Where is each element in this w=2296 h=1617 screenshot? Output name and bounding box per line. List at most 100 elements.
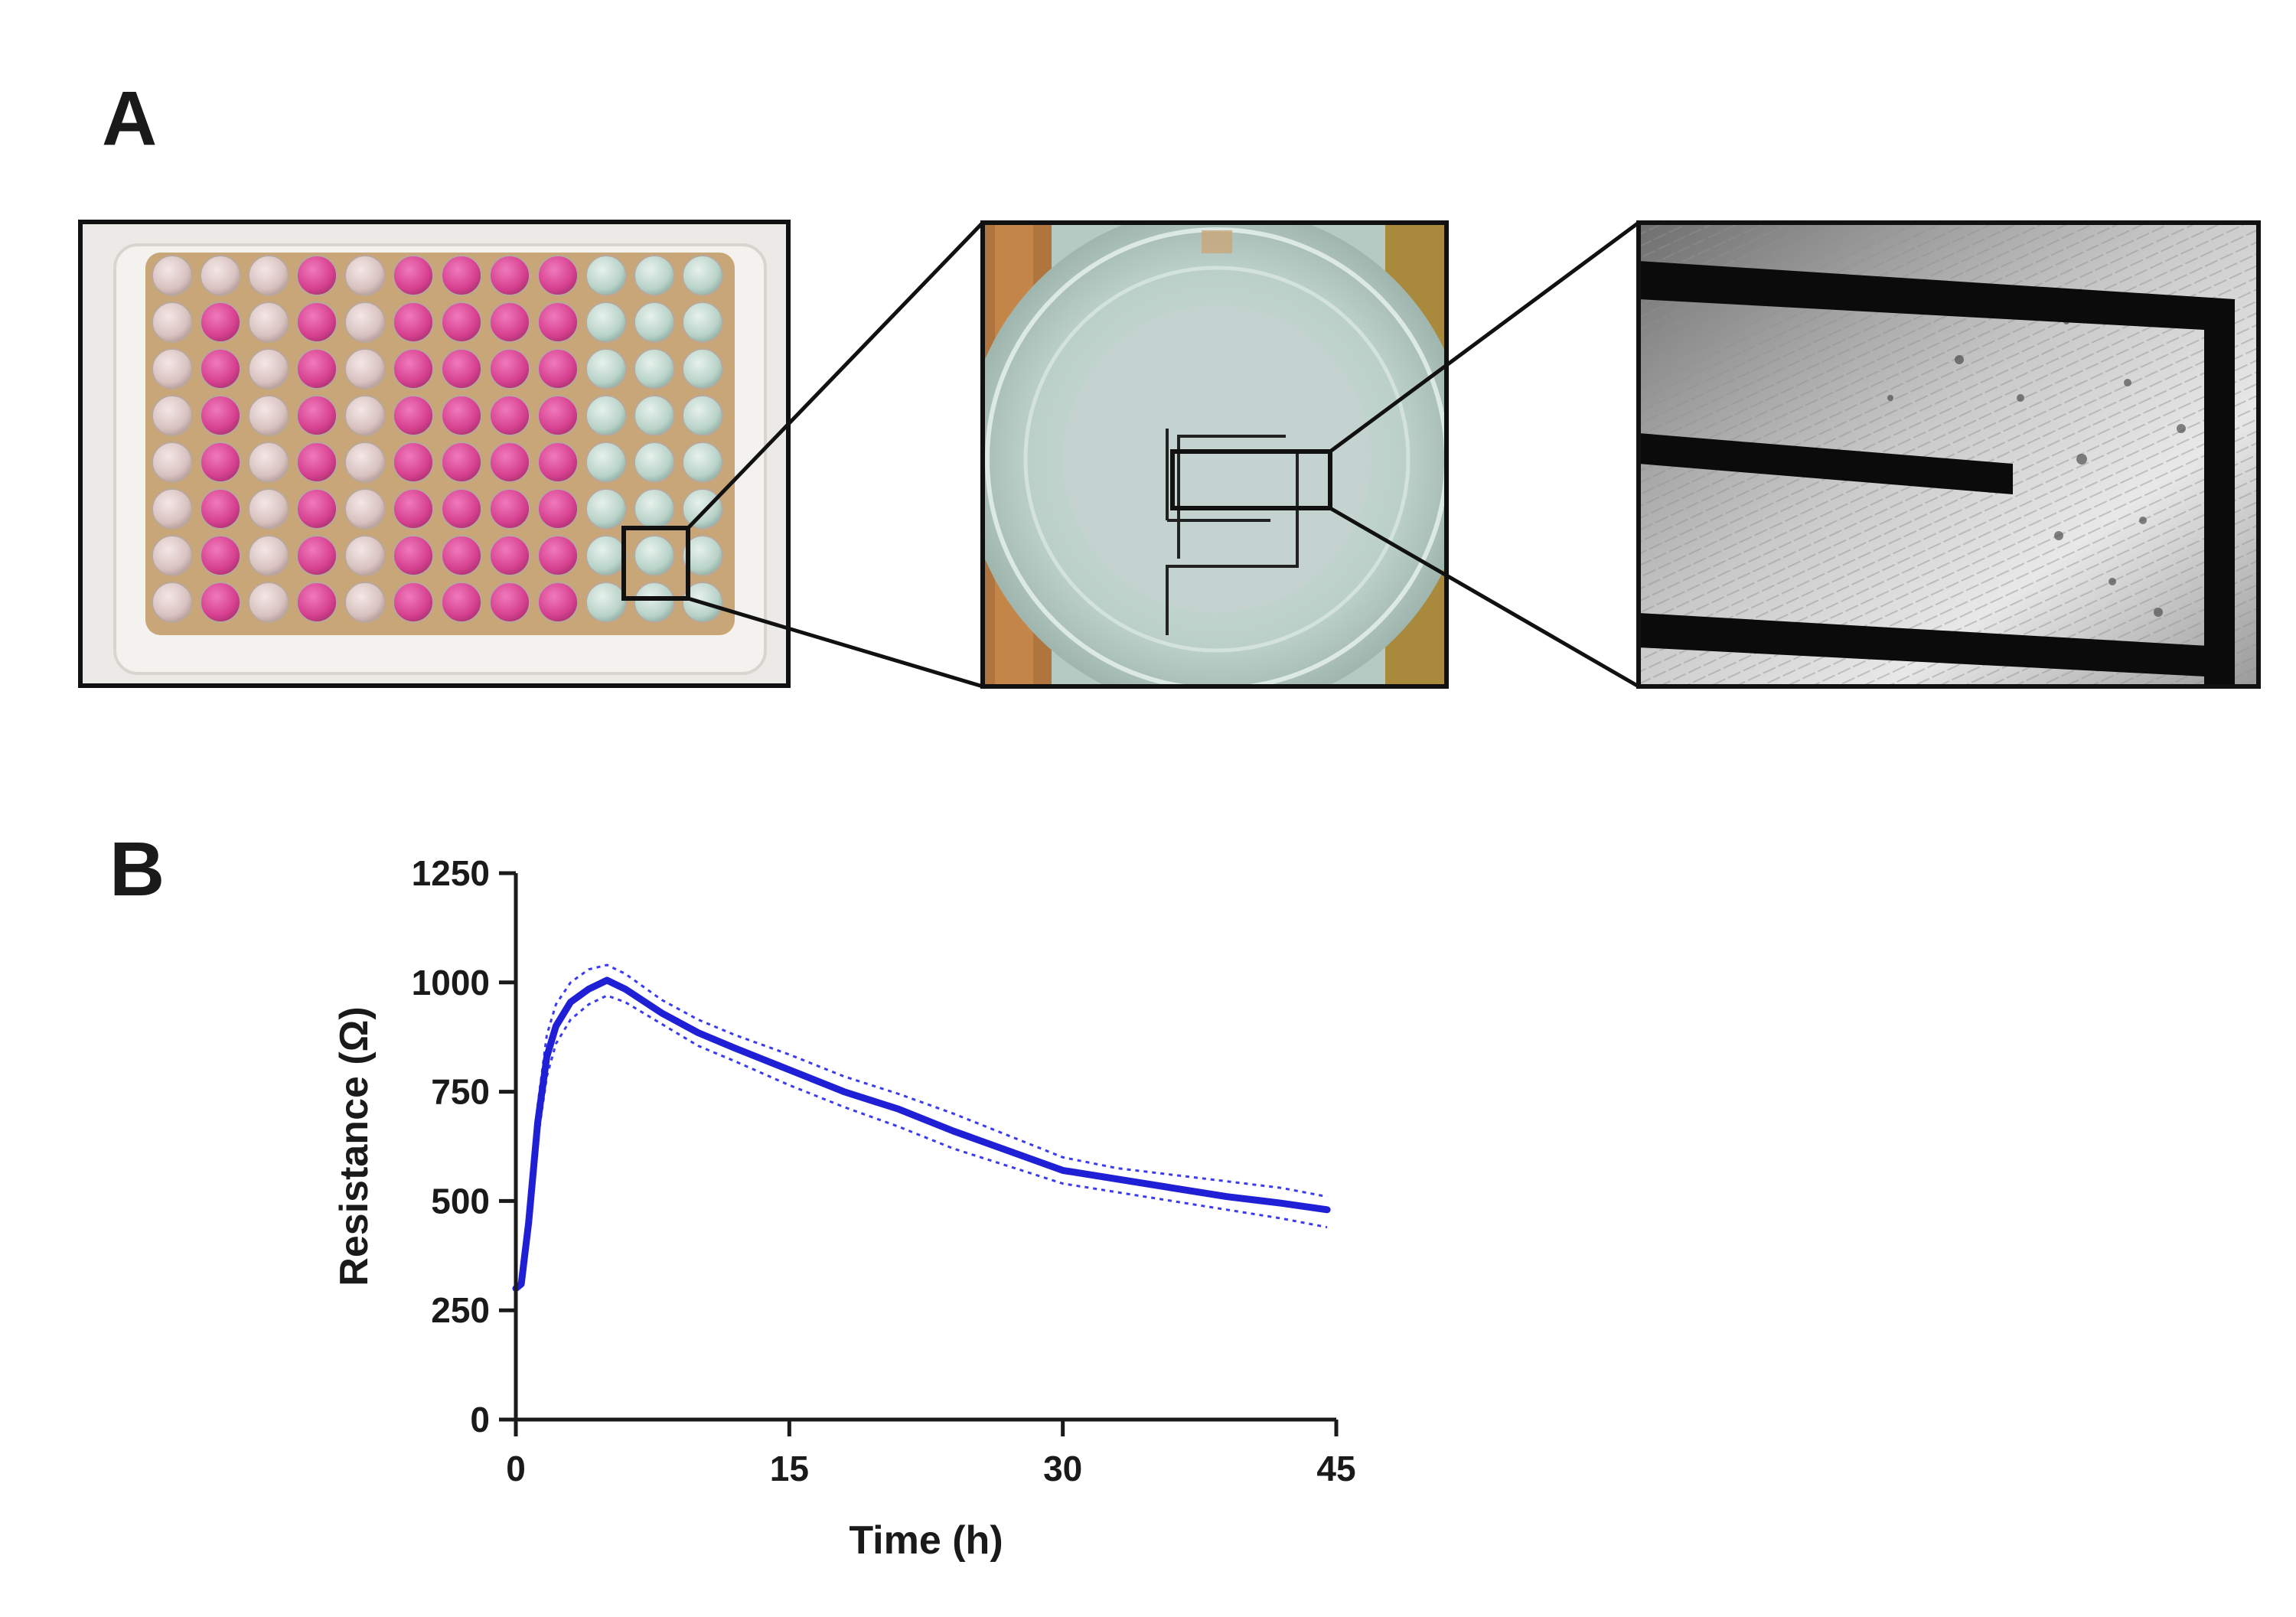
resistance-chart: 0 250 500 750 1000 1250 0 15 30 45 Time (h) Resi… [332, 853, 1356, 1563]
well [248, 302, 289, 343]
plate-zoom-box [621, 526, 690, 601]
plate-photo-frame [78, 220, 791, 688]
well [585, 348, 627, 390]
well [682, 348, 723, 390]
well [296, 535, 338, 576]
micrograph-frame [1636, 220, 2261, 689]
well [489, 488, 530, 530]
well [152, 535, 193, 576]
well [585, 582, 627, 623]
zoom-line-top-1 [687, 221, 984, 530]
well [248, 488, 289, 530]
well [200, 255, 241, 296]
well [296, 302, 338, 343]
well [200, 302, 241, 343]
well [393, 255, 434, 296]
micrograph [1639, 223, 2258, 686]
well [152, 395, 193, 436]
well [537, 442, 579, 483]
well [152, 442, 193, 483]
lower-bound-line [516, 994, 1328, 1290]
well [344, 302, 386, 343]
well [634, 442, 675, 483]
well [393, 395, 434, 436]
well [248, 535, 289, 576]
well [585, 255, 627, 296]
well [296, 348, 338, 390]
well [441, 442, 482, 483]
well [489, 255, 530, 296]
well [393, 582, 434, 623]
well [344, 395, 386, 436]
x-tick-label: 15 [770, 1449, 809, 1488]
well [248, 582, 289, 623]
well [441, 535, 482, 576]
well [634, 582, 675, 623]
well [344, 488, 386, 530]
well [634, 488, 675, 530]
well [537, 302, 579, 343]
well [585, 395, 627, 436]
well [585, 302, 627, 343]
y-tick-label: 1000 [412, 963, 490, 1002]
y-axis-ticks: 0 250 500 750 1000 1250 [412, 853, 516, 1439]
y-tick-label: 250 [431, 1290, 490, 1330]
y-tick-label: 1250 [412, 853, 490, 893]
plate-photo [80, 222, 788, 686]
y-axis-title: Resistance (Ω) [332, 1006, 377, 1286]
well [200, 348, 241, 390]
well [634, 302, 675, 343]
well [585, 442, 627, 483]
well [393, 442, 434, 483]
well-photo [983, 223, 1446, 686]
well [393, 348, 434, 390]
well [441, 302, 482, 343]
well [682, 488, 723, 530]
well [537, 535, 579, 576]
well [344, 255, 386, 296]
well [152, 348, 193, 390]
well-zoom-box [1170, 449, 1332, 510]
well [634, 395, 675, 436]
well [393, 302, 434, 343]
well [441, 255, 482, 296]
well [537, 255, 579, 296]
y-tick-label: 750 [431, 1072, 490, 1112]
well [344, 535, 386, 576]
well-grid [152, 255, 723, 623]
well [489, 395, 530, 436]
x-tick-label: 0 [506, 1449, 526, 1488]
x-tick-label: 30 [1043, 1449, 1082, 1488]
well [537, 582, 579, 623]
well [634, 348, 675, 390]
well-photo-frame [980, 220, 1449, 689]
well [344, 582, 386, 623]
well [441, 488, 482, 530]
well [489, 582, 530, 623]
well [296, 395, 338, 436]
well [682, 255, 723, 296]
well [248, 255, 289, 296]
mean-line [512, 976, 1331, 1293]
well [393, 535, 434, 576]
well [441, 395, 482, 436]
well [441, 582, 482, 623]
well [248, 395, 289, 436]
well [634, 535, 675, 576]
x-axis-ticks: 0 15 30 45 [506, 1420, 1356, 1488]
well [489, 348, 530, 390]
confidence-band [514, 963, 1328, 1290]
well [152, 582, 193, 623]
well [152, 302, 193, 343]
well [585, 488, 627, 530]
well [537, 488, 579, 530]
well [152, 255, 193, 296]
well [441, 348, 482, 390]
y-tick-label: 500 [431, 1181, 490, 1221]
zoom-line-bottom-2 [1329, 506, 1640, 689]
well [682, 302, 723, 343]
well [682, 442, 723, 483]
well [537, 348, 579, 390]
well [393, 488, 434, 530]
